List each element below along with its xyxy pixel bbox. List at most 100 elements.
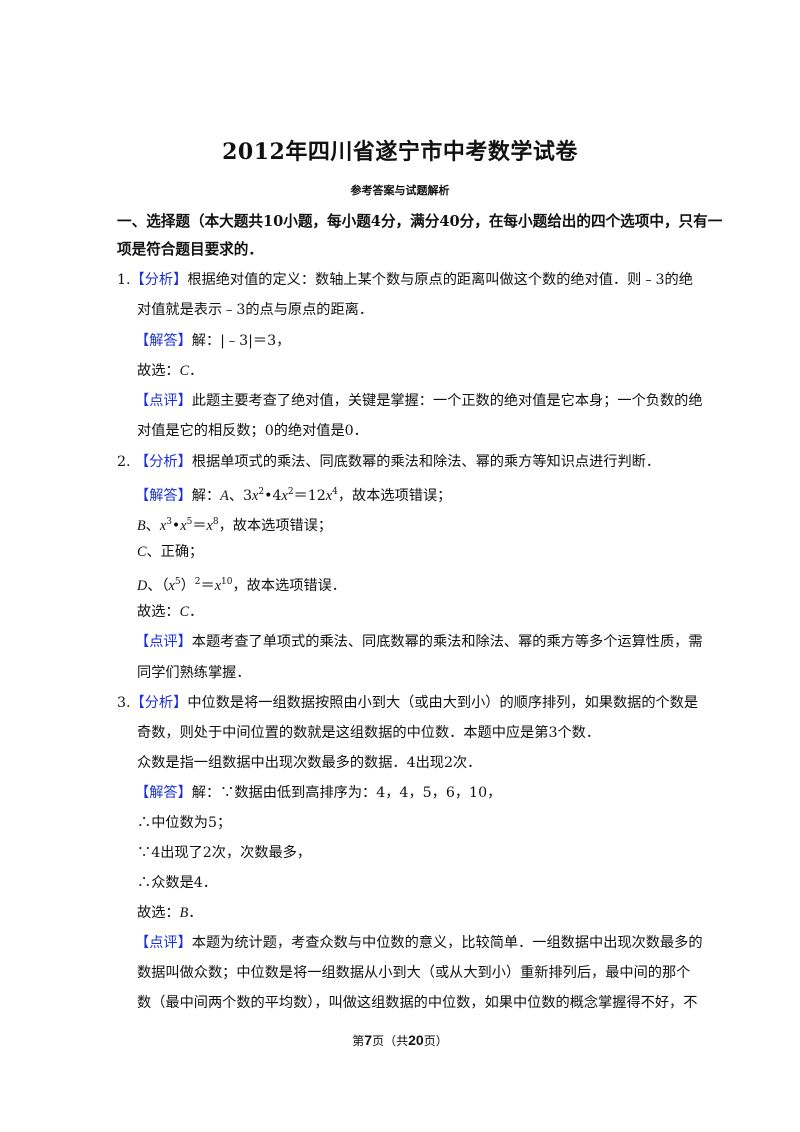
- text-line: 数据叫做众数；中位数是将一组数据从小到大（或从大到小）重新排列后，最中间的那个: [137, 963, 690, 983]
- text-segment: ∵4出现了2次，次数最多，: [137, 845, 312, 861]
- text-line: 故选：C．: [137, 602, 203, 622]
- page-subtitle: 参考答案与试题解析: [350, 184, 450, 197]
- text-segment: 众数是指一组数据中出现次数最多的数据．4出现2次．: [137, 755, 482, 771]
- superscript: 2: [258, 487, 265, 497]
- math-variable: x: [168, 578, 175, 594]
- text-line: 众数是指一组数据中出现次数最多的数据．4出现2次．: [137, 753, 481, 773]
- footer-mid: 页（共: [372, 1034, 409, 1048]
- section-tag: 【分析】: [130, 272, 188, 288]
- section-heading-line: 一、选择题（本大题共10小题，每小题4分，满分40分，在每小题给出的四个选项中，…: [117, 212, 722, 232]
- math-variable: B: [179, 905, 189, 921]
- text-segment: ＝: [192, 518, 207, 534]
- math-variable: D: [137, 578, 148, 594]
- math-variable: x: [281, 488, 288, 504]
- text-segment: 2.: [117, 454, 136, 470]
- text-segment: 、（: [147, 578, 169, 594]
- section-tag: 【点评】: [135, 935, 192, 951]
- text-segment: 此题主要考查了绝对值，关键是掌握：一个正数的绝对值是它本身；一个负数的绝: [191, 393, 703, 409]
- text-line: 1.【分析】根据绝对值的定义：数轴上某个数与原点的距离叫做这个数的绝对值．则﹣3…: [117, 270, 693, 290]
- superscript: 2: [287, 487, 294, 497]
- text-segment: ，故本选项错误；: [337, 488, 452, 504]
- math-variable: x: [206, 518, 213, 534]
- footer-suffix: 页）: [423, 1034, 448, 1048]
- superscript: 2: [194, 577, 201, 587]
- math-variable: C: [179, 604, 190, 620]
- text-segment: 中位数是将一组数据按照由小到大（或由大到小）的顺序排列，如果数据的个数是: [187, 695, 699, 711]
- text-line: 故选：C．: [137, 361, 203, 381]
- math-variable: x: [252, 488, 259, 504]
- section-tag: 【分析】: [135, 454, 192, 470]
- math-variable: A: [220, 488, 229, 504]
- footer-prefix: 第: [352, 1034, 365, 1048]
- text-line: 故选：B．: [137, 903, 202, 923]
- text-segment: 本题考查了单项式的乘法、同底数幂的乘法和除法、幂的乘方等多个运算性质，需: [191, 634, 703, 650]
- text-line: ∵4出现了2次，次数最多，: [137, 843, 311, 863]
- math-variable: x: [180, 518, 187, 534]
- text-segment: 3.: [117, 695, 131, 711]
- text-segment: 对值是它的相反数；0的绝对值是0．: [137, 423, 368, 439]
- text-line: D、（x5）2＝x10，故本选项错误．: [137, 572, 346, 596]
- section-heading-line: 项是符合题目要求的．: [117, 240, 263, 260]
- text-line: 对值是它的相反数；0的绝对值是0．: [137, 421, 368, 441]
- text-line: ∴中位数为5；: [137, 813, 231, 833]
- math-variable: x: [159, 518, 167, 534]
- text-line: 数（最中间两个数的平均数），叫做这组数据的中位数，如果中位数的概念掌握得不好，不: [137, 993, 697, 1013]
- text-line: B、x3•x5＝x8，故本选项错误；: [137, 512, 332, 536]
- section-tag: 【解答】: [135, 333, 192, 349]
- section-tag: 【点评】: [135, 634, 192, 650]
- text-segment: ＝: [200, 578, 215, 594]
- text-line: 对值就是表示﹣3的点与原点的距离．: [137, 300, 373, 320]
- text-segment: ∴众数是4．: [137, 875, 217, 891]
- section-tag: 【解答】: [135, 785, 192, 801]
- math-variable: x: [325, 488, 333, 504]
- superscript: 5: [186, 517, 193, 527]
- text-line: ∴众数是4．: [137, 873, 217, 893]
- text-segment: 对值就是表示﹣3的点与原点的距离．: [137, 302, 374, 318]
- text-segment: 数据叫做众数；中位数是将一组数据从小到大（或从大到小）重新排列后，最中间的那个: [137, 965, 691, 981]
- text-segment: 一、选择题（本大题共10小题，每小题4分，满分40分，在每小题给出的四个选项中，…: [117, 213, 723, 230]
- math-variable: C: [179, 363, 190, 379]
- text-segment: 数（最中间两个数的平均数），叫做这组数据的中位数，如果中位数的概念掌握得不好，不: [137, 995, 698, 1011]
- text-segment: ．: [189, 363, 204, 379]
- text-segment: ）: [180, 578, 195, 594]
- text-line: C、正确；: [137, 542, 203, 562]
- text-segment: 故选：: [137, 604, 180, 620]
- text-segment: 、3: [228, 488, 253, 504]
- text-segment: 解：: [191, 488, 221, 504]
- text-line: 【解答】解：∵数据由低到高排序为：4，4，5，6，10，: [135, 783, 501, 803]
- text-line: 【点评】本题考查了单项式的乘法、同底数幂的乘法和除法、幂的乘方等多个运算性质，需: [135, 632, 703, 652]
- footer-page-number: 7: [364, 1032, 373, 1048]
- text-segment: 故选：: [137, 905, 180, 921]
- text-segment: 解：∵数据由低到高排序为：4，4，5，6，10，: [191, 785, 502, 801]
- text-segment: 1.: [117, 272, 131, 288]
- section-tag: 【分析】: [130, 695, 188, 711]
- text-segment: 、: [145, 518, 160, 534]
- page-footer: 第7页（共20页）: [0, 1032, 800, 1049]
- page-title: 2012年四川省遂宁市中考数学试卷: [222, 139, 578, 165]
- text-line: 奇数，则处于中间位置的数就是这组数据的中位数．本题中应是第3个数．: [137, 723, 600, 743]
- text-segment: ．: [188, 905, 203, 921]
- text-line: 【解答】解：|﹣3|＝3，: [135, 331, 290, 351]
- text-segment: 故选：: [137, 363, 180, 379]
- text-line: 3.【分析】中位数是将一组数据按照由小到大（或由大到小）的顺序排列，如果数据的个…: [117, 693, 698, 713]
- text-segment: 、正确；: [146, 544, 204, 560]
- text-segment: 项是符合题目要求的．: [117, 241, 263, 258]
- superscript: 8: [212, 517, 219, 527]
- text-segment: ．: [189, 604, 204, 620]
- text-segment: ∴中位数为5；: [137, 815, 232, 831]
- text-segment: •: [171, 518, 181, 534]
- footer-total-pages: 20: [408, 1032, 424, 1048]
- text-segment: ，故本选项错误；: [218, 518, 333, 534]
- math-variable: x: [214, 578, 222, 594]
- math-variable: C: [137, 544, 147, 560]
- superscript: 10: [221, 577, 233, 587]
- text-line: 2. 【分析】根据单项式的乘法、同底数幂的乘法和除法、幂的乘方等知识点进行判断．: [117, 452, 660, 472]
- math-variable: B: [137, 518, 146, 534]
- text-segment: 根据绝对值的定义：数轴上某个数与原点的距离叫做这个数的绝对值．则﹣3的绝: [187, 272, 693, 288]
- text-segment: 根据单项式的乘法、同底数幂的乘法和除法、幂的乘方等知识点进行判断．: [191, 454, 661, 470]
- text-segment: ＝12: [293, 488, 326, 504]
- text-segment: ，故本选项错误．: [232, 578, 346, 594]
- superscript: 5: [174, 577, 181, 587]
- text-line: 【解答】解：A、3x2•4x2＝12x4，故本选项错误；: [135, 482, 451, 506]
